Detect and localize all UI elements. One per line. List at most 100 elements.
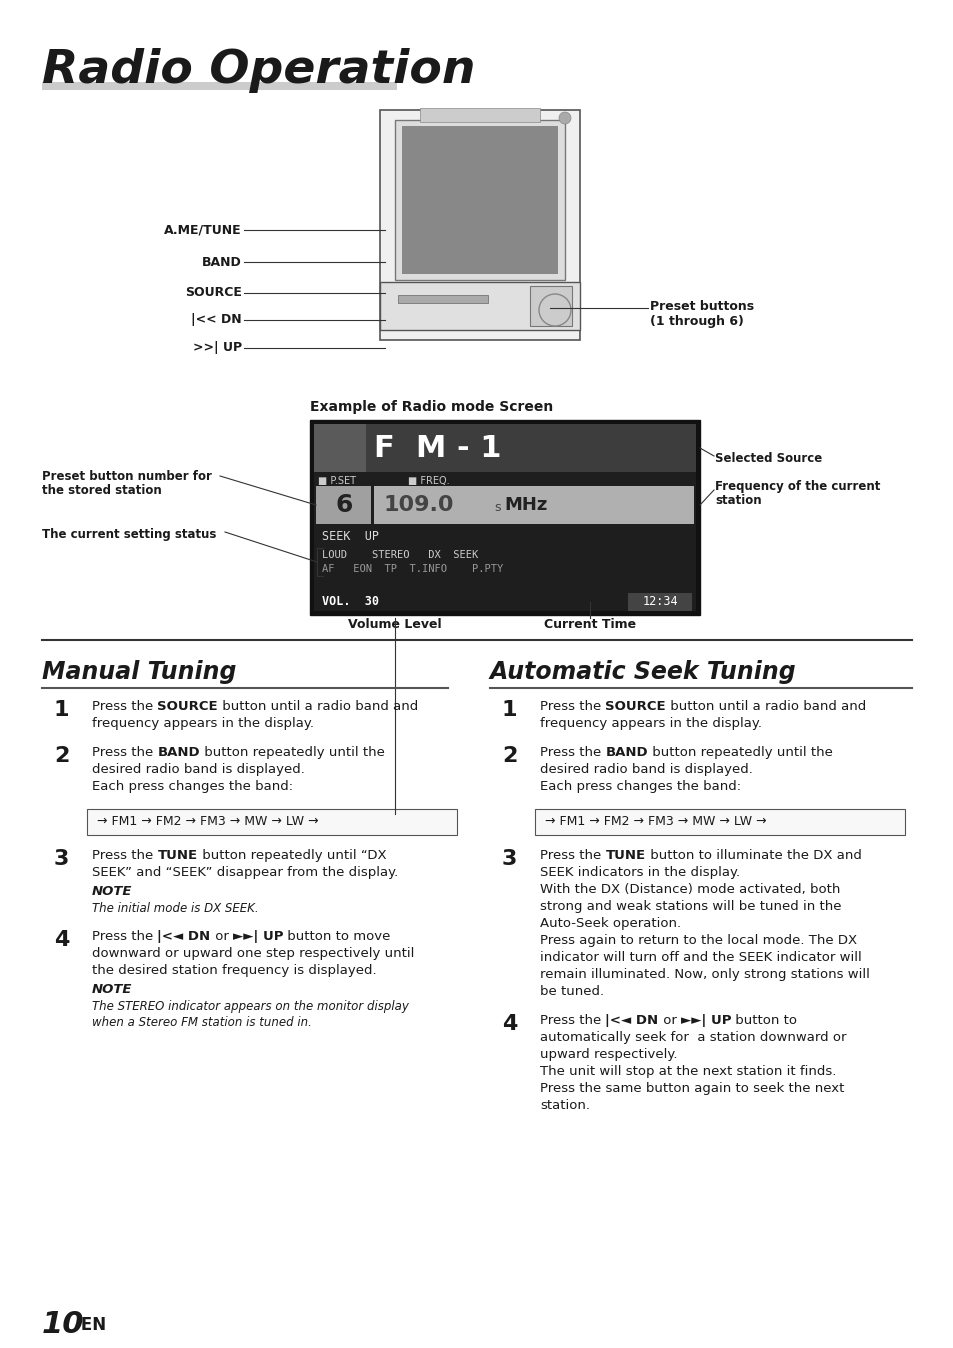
Text: SOURCE: SOURCE [605, 700, 665, 713]
Text: when a Stereo FM station is tuned in.: when a Stereo FM station is tuned in. [91, 1016, 312, 1029]
Text: 1: 1 [54, 700, 70, 720]
Text: 1: 1 [501, 700, 517, 720]
Bar [379, 111, 579, 340]
Text: SEEK indicators in the display.: SEEK indicators in the display. [539, 865, 740, 879]
Text: BAND: BAND [202, 256, 242, 268]
Bar [397, 295, 488, 303]
Bar [42, 82, 396, 90]
Text: Press the same button again to seek the next: Press the same button again to seek the … [539, 1082, 843, 1095]
Text: frequency appears in the display.: frequency appears in the display. [91, 717, 314, 731]
Text: station: station [714, 493, 760, 507]
Text: >>| UP: >>| UP [193, 341, 242, 355]
Text: The STEREO indicator appears on the monitor display: The STEREO indicator appears on the moni… [91, 1000, 409, 1012]
Text: or: or [658, 1014, 680, 1027]
Text: remain illuminated. Now, only strong stations will: remain illuminated. Now, only strong sta… [539, 968, 869, 981]
Text: The current setting status: The current setting status [42, 528, 216, 541]
Text: Automatic Seek Tuning: Automatic Seek Tuning [490, 661, 796, 683]
Text: With the DX (Distance) mode activated, both: With the DX (Distance) mode activated, b… [539, 883, 840, 896]
Text: -EN: -EN [74, 1316, 106, 1335]
Text: ■ FREQ.: ■ FREQ. [408, 476, 449, 487]
Text: 2: 2 [54, 745, 70, 766]
Text: Press the: Press the [539, 1014, 605, 1027]
Bar [419, 108, 539, 123]
Text: Press the: Press the [539, 745, 605, 759]
Bar [395, 120, 564, 280]
Text: NOTE: NOTE [91, 886, 132, 898]
Text: AF   EON  TP  T.INFO    P.PTY: AF EON TP T.INFO P.PTY [322, 563, 503, 574]
Text: A.ME/TUNE: A.ME/TUNE [164, 224, 242, 236]
Text: Press the: Press the [91, 700, 157, 713]
Text: 10: 10 [42, 1310, 85, 1339]
Text: Preset button number for: Preset button number for [42, 470, 212, 483]
Text: NOTE: NOTE [91, 983, 132, 996]
Text: 2: 2 [501, 745, 517, 766]
Text: Auto-Seek operation.: Auto-Seek operation. [539, 917, 680, 930]
Text: s: s [494, 501, 500, 515]
Text: button repeatedly until “DX: button repeatedly until “DX [197, 849, 386, 861]
Text: 6: 6 [335, 493, 353, 518]
Text: SEEK” and “SEEK” disappear from the display.: SEEK” and “SEEK” disappear from the disp… [91, 865, 397, 879]
Text: |<< DN: |<< DN [192, 314, 242, 326]
Text: F  M - 1: F M - 1 [374, 434, 501, 462]
Text: ►►| UP: ►►| UP [680, 1014, 731, 1027]
Text: TUNE: TUNE [157, 849, 197, 861]
Text: button to move: button to move [283, 930, 390, 944]
Text: or: or [211, 930, 233, 944]
Text: Each press changes the band:: Each press changes the band: [91, 780, 293, 793]
Text: button until a radio band and: button until a radio band and [665, 700, 865, 713]
Text: Press again to return to the local mode. The DX: Press again to return to the local mode.… [539, 934, 856, 948]
Text: Press the: Press the [91, 745, 157, 759]
Text: Selected Source: Selected Source [714, 452, 821, 465]
Text: button until a radio band and: button until a radio band and [218, 700, 418, 713]
Circle shape [538, 294, 571, 326]
Text: 12:34: 12:34 [641, 596, 677, 608]
Bar [310, 421, 700, 615]
Text: |<◄ DN: |<◄ DN [157, 930, 211, 944]
Text: desired radio band is displayed.: desired radio band is displayed. [539, 763, 752, 776]
Bar [379, 282, 579, 330]
Text: upward respectively.: upward respectively. [539, 1047, 677, 1061]
Bar [374, 487, 693, 524]
Text: Example of Radio mode Screen: Example of Radio mode Screen [310, 400, 553, 414]
Text: button to illuminate the DX and: button to illuminate the DX and [645, 849, 861, 861]
Text: The initial mode is DX SEEK.: The initial mode is DX SEEK. [91, 902, 258, 915]
Text: SOURCE: SOURCE [185, 287, 242, 299]
Text: 4: 4 [54, 930, 70, 950]
Text: 109.0: 109.0 [383, 495, 454, 515]
Text: |<◄ DN: |<◄ DN [605, 1014, 658, 1027]
Bar [315, 487, 371, 524]
Text: The unit will stop at the next station it finds.: The unit will stop at the next station i… [539, 1065, 836, 1078]
Text: the stored station: the stored station [42, 484, 162, 497]
Text: the desired station frequency is displayed.: the desired station frequency is display… [91, 964, 376, 977]
Text: MHz: MHz [503, 496, 547, 514]
Bar [314, 425, 696, 472]
Text: 3: 3 [501, 849, 517, 869]
Text: Current Time: Current Time [543, 617, 636, 631]
Bar [314, 425, 696, 611]
Text: Press the: Press the [91, 930, 157, 944]
Text: 4: 4 [501, 1014, 517, 1034]
Text: VOL.  30: VOL. 30 [322, 596, 378, 608]
Text: automatically seek for  a station downward or: automatically seek for a station downwar… [539, 1031, 845, 1043]
Text: ►►| UP: ►►| UP [233, 930, 283, 944]
Circle shape [558, 112, 571, 124]
Text: indicator will turn off and the SEEK indicator will: indicator will turn off and the SEEK ind… [539, 950, 861, 964]
Text: desired radio band is displayed.: desired radio band is displayed. [91, 763, 305, 776]
Text: SOURCE: SOURCE [157, 700, 218, 713]
Bar [535, 809, 904, 834]
Text: station.: station. [539, 1099, 589, 1112]
Text: Volume Level: Volume Level [348, 617, 441, 631]
Bar [530, 286, 572, 326]
Text: Each press changes the band:: Each press changes the band: [539, 780, 740, 793]
Text: BAND: BAND [605, 745, 647, 759]
Text: Preset buttons: Preset buttons [649, 301, 753, 313]
Text: Press the: Press the [539, 700, 605, 713]
Text: → FM1 → FM2 → FM3 → MW → LW →: → FM1 → FM2 → FM3 → MW → LW → [544, 816, 766, 829]
Bar [627, 593, 691, 611]
Text: button repeatedly until the: button repeatedly until the [647, 745, 832, 759]
Text: button to: button to [731, 1014, 797, 1027]
Text: → FM1 → FM2 → FM3 → MW → LW →: → FM1 → FM2 → FM3 → MW → LW → [97, 816, 318, 829]
Text: ■ P.SET: ■ P.SET [317, 476, 355, 487]
Bar [314, 425, 366, 472]
Text: be tuned.: be tuned. [539, 985, 603, 998]
